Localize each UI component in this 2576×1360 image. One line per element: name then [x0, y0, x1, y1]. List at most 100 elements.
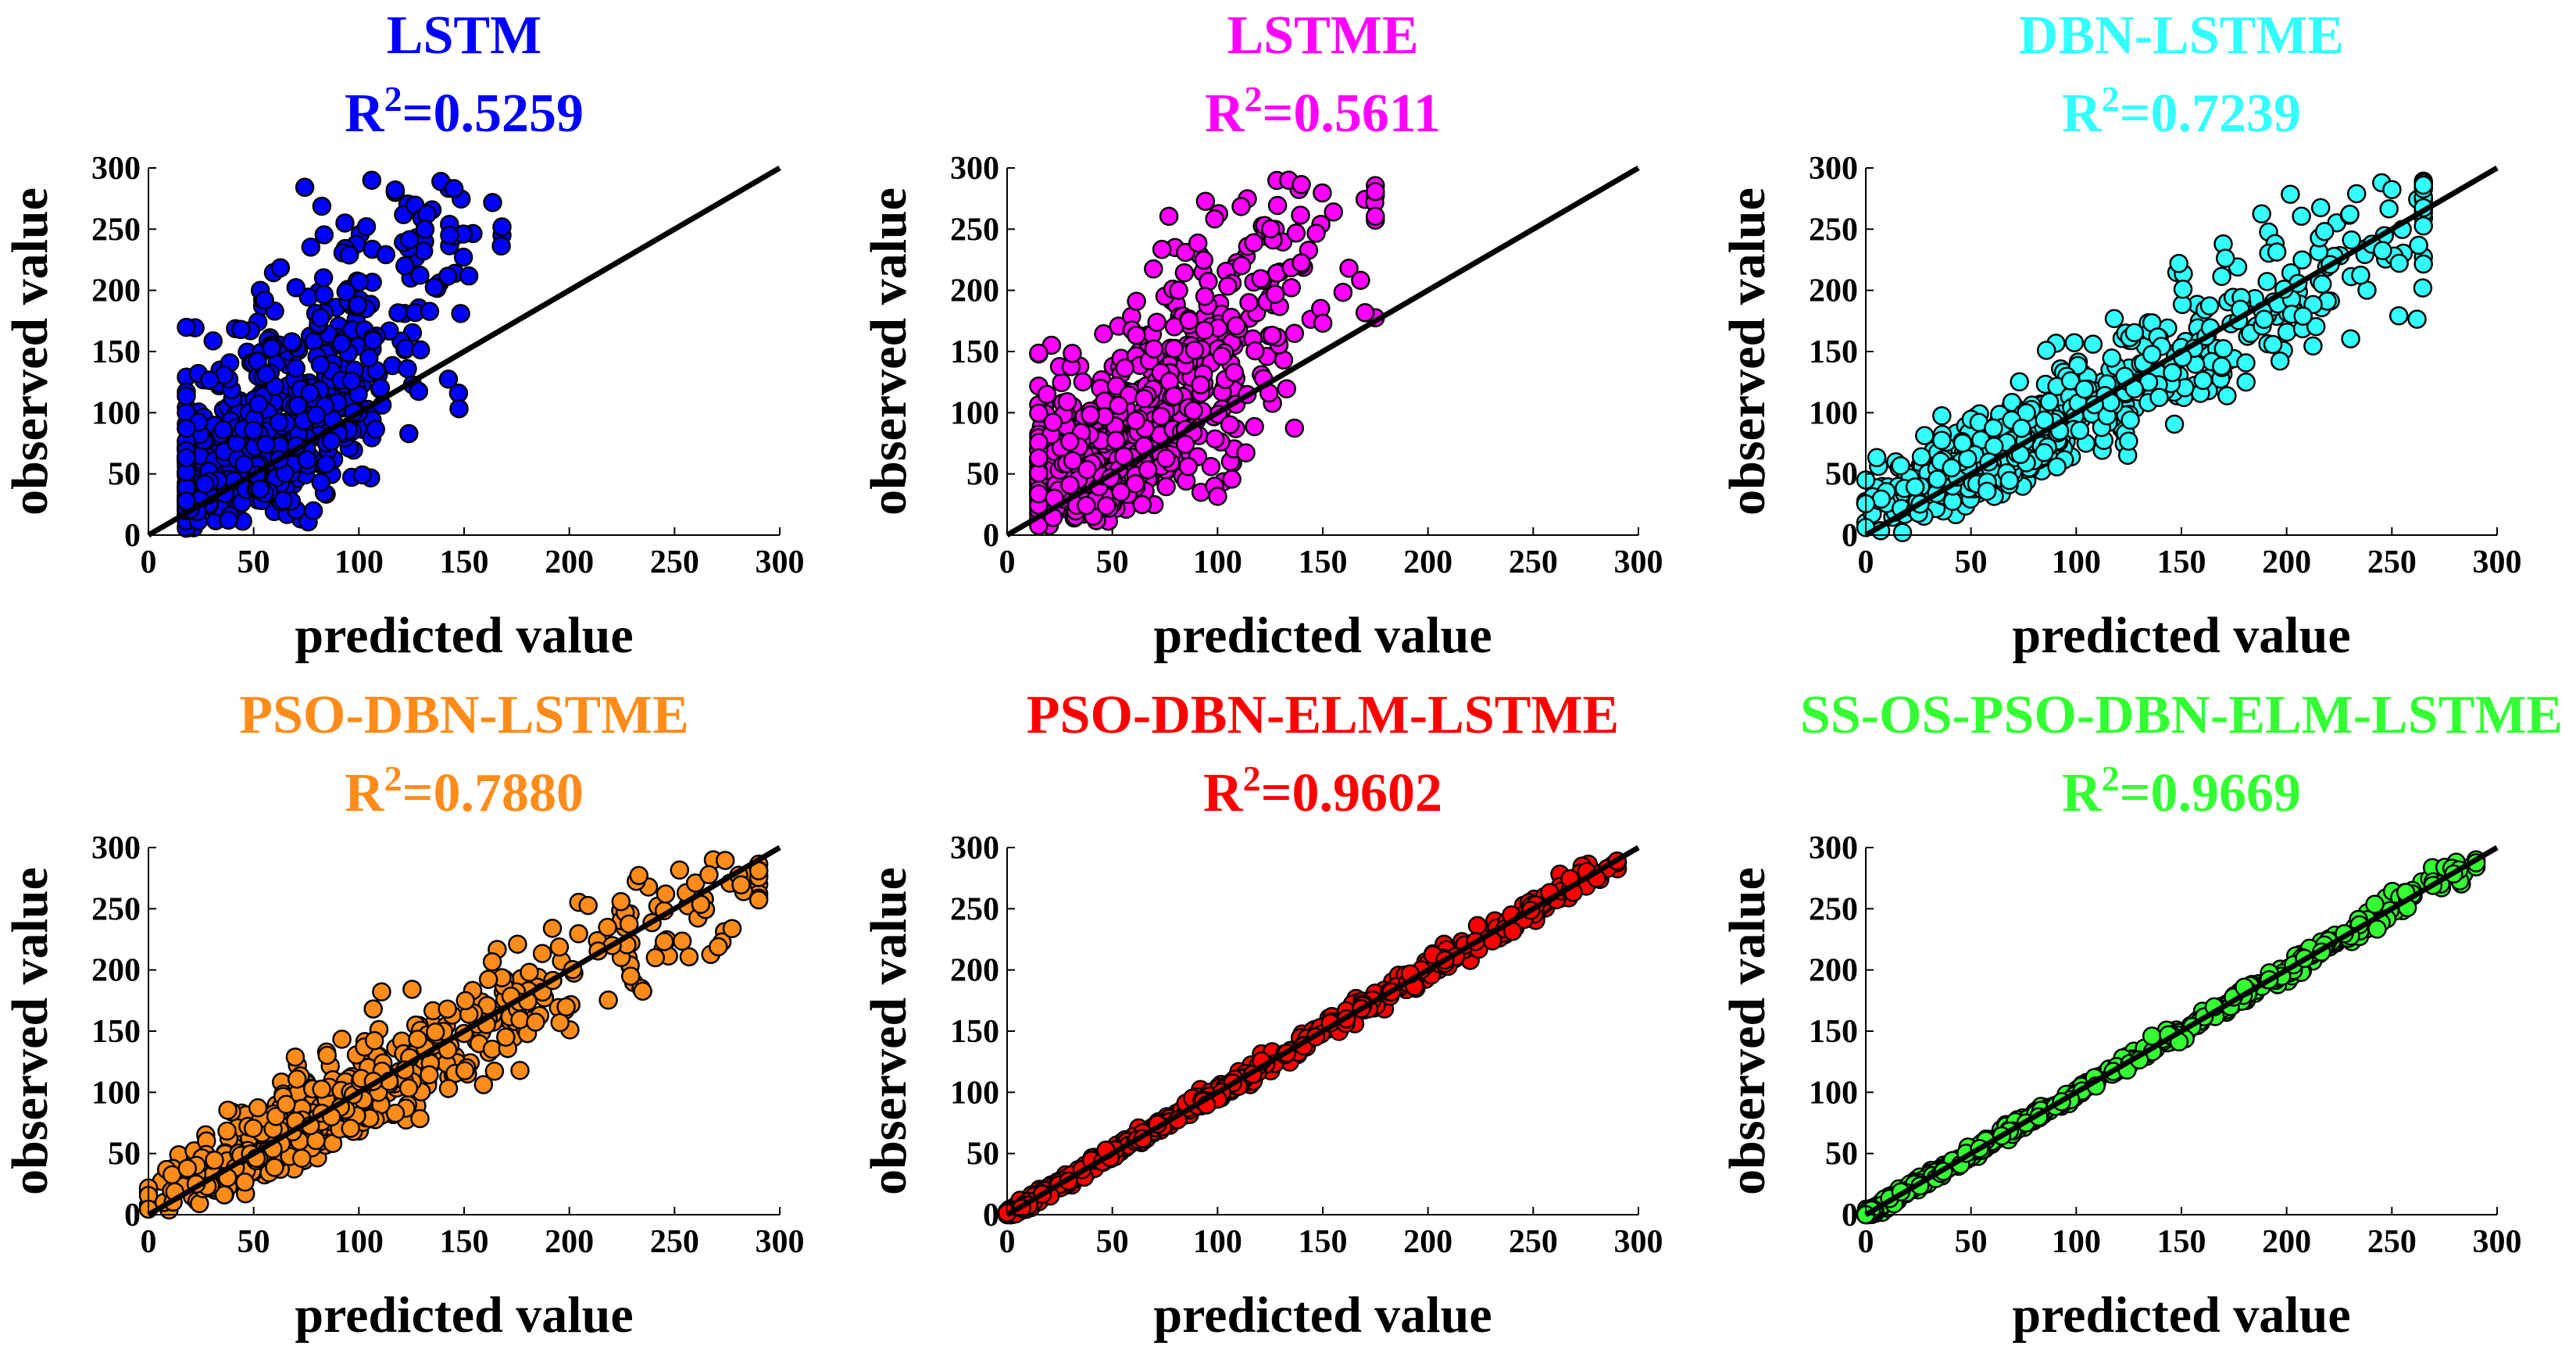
- data-point: [395, 256, 415, 276]
- data-point: [1179, 310, 1199, 330]
- data-point: [286, 278, 306, 298]
- x-tick-label: 50: [1096, 1224, 1129, 1260]
- data-point: [2367, 919, 2387, 939]
- data-point: [2267, 242, 2287, 262]
- data-point: [266, 1106, 286, 1126]
- data-point: [542, 919, 563, 938]
- data-point: [2236, 353, 2256, 373]
- data-point: [1928, 469, 1947, 489]
- data-point: [449, 398, 469, 419]
- reference-line: [147, 165, 781, 538]
- data-point: [303, 501, 323, 521]
- data-point: [255, 290, 274, 310]
- r-squared-label: R2=0.5259: [345, 79, 584, 144]
- data-point: [438, 369, 459, 389]
- data-point: [2373, 241, 2392, 261]
- data-point: [310, 355, 330, 375]
- data-point: [265, 1158, 284, 1177]
- data-point: [496, 1027, 516, 1047]
- data-point: [1184, 340, 1205, 360]
- data-point: [1467, 916, 1488, 936]
- x-tick-label: 100: [334, 1224, 384, 1260]
- data-point: [297, 450, 317, 469]
- y-tick-label: 0: [1842, 518, 1858, 554]
- data-point: [348, 294, 368, 315]
- y-tick-label: 300: [1809, 830, 1858, 866]
- r-squared-value: =0.5259: [402, 84, 584, 144]
- data-point: [1106, 376, 1127, 396]
- data-point: [399, 230, 420, 250]
- y-tick-label: 150: [950, 334, 999, 370]
- chart-title: LSTM: [387, 5, 541, 66]
- data-point: [420, 302, 440, 321]
- data-point: [370, 378, 391, 398]
- data-point: [473, 1075, 494, 1094]
- y-tick-label: 250: [1809, 212, 1858, 248]
- data-point: [2306, 316, 2326, 337]
- chart-title: PSO-DBN-LSTME: [239, 685, 689, 745]
- data-point: [1984, 418, 2003, 438]
- x-tick-label: 0: [141, 544, 157, 580]
- data-point: [2413, 175, 2433, 195]
- r-squared-value: =0.9602: [1261, 763, 1442, 823]
- data-point: [2252, 204, 2271, 224]
- scatter-panel-3: DBN-LSTME R2=0.7239 0 50 100 150 200 250 300 0 50 1…: [1717, 0, 2576, 680]
- scatter-panel-6: SS-OS-PSO-DBN-ELM-LSTME R2=0.9669 0 50 100 15…: [1717, 680, 2576, 1359]
- data-point: [415, 220, 435, 239]
- data-point: [2035, 443, 2054, 462]
- x-tick-label: 250: [2367, 544, 2417, 580]
- y-tick-label: 200: [91, 953, 141, 989]
- data-point: [633, 981, 652, 1001]
- data-point: [1109, 395, 1128, 416]
- data-point: [1178, 456, 1199, 477]
- data-point: [366, 419, 385, 439]
- data-point: [277, 1094, 296, 1115]
- data-point: [2193, 370, 2213, 391]
- data-point: [569, 924, 588, 944]
- x-tick-label: 150: [440, 544, 489, 580]
- data-point: [314, 225, 334, 245]
- y-tick-label: 0: [124, 518, 141, 554]
- x-tick-label: 300: [756, 544, 805, 580]
- chart-title: SS-OS-PSO-DBN-ELM-LSTME: [1800, 685, 2563, 745]
- x-axis-label: predicted value: [2012, 607, 2350, 664]
- data-point: [270, 258, 291, 278]
- y-tick-label: 50: [966, 457, 999, 493]
- data-point: [532, 944, 552, 963]
- data-point: [722, 919, 742, 938]
- data-point: [287, 1069, 307, 1089]
- y-tick-label: 300: [91, 151, 141, 187]
- r-exponent: 2: [384, 79, 402, 119]
- data-point: [2346, 184, 2367, 204]
- data-point: [1159, 206, 1179, 227]
- data-point: [438, 999, 457, 1019]
- x-tick-label: 250: [650, 544, 699, 580]
- data-point: [1147, 312, 1167, 332]
- data-point: [1915, 426, 1935, 445]
- x-tick-label: 0: [141, 1224, 157, 1260]
- data-point: [410, 340, 431, 360]
- y-tick-label: 100: [1809, 395, 1858, 431]
- data-point: [1220, 415, 1240, 434]
- data-point: [256, 365, 276, 384]
- x-tick-label: 0: [999, 544, 1016, 580]
- data-point: [670, 860, 690, 880]
- data-point: [1324, 202, 1343, 222]
- data-point: [262, 338, 281, 359]
- x-tick-label: 100: [2052, 1224, 2101, 1260]
- data-point: [2310, 198, 2331, 218]
- data-point: [1932, 406, 1952, 426]
- x-tick-label: 0: [999, 1224, 1016, 1260]
- data-point: [285, 1047, 305, 1067]
- y-tick-label: 300: [950, 830, 999, 866]
- data-point: [685, 873, 706, 893]
- data-point: [526, 1012, 545, 1032]
- y-tick-label: 100: [1809, 1075, 1858, 1111]
- y-tick-label: 50: [966, 1137, 999, 1173]
- data-point: [629, 866, 648, 886]
- x-tick-label: 150: [440, 1224, 489, 1260]
- data-point: [410, 1108, 430, 1129]
- data-point: [1191, 375, 1210, 394]
- data-point: [2173, 280, 2193, 299]
- data-point: [2292, 206, 2311, 227]
